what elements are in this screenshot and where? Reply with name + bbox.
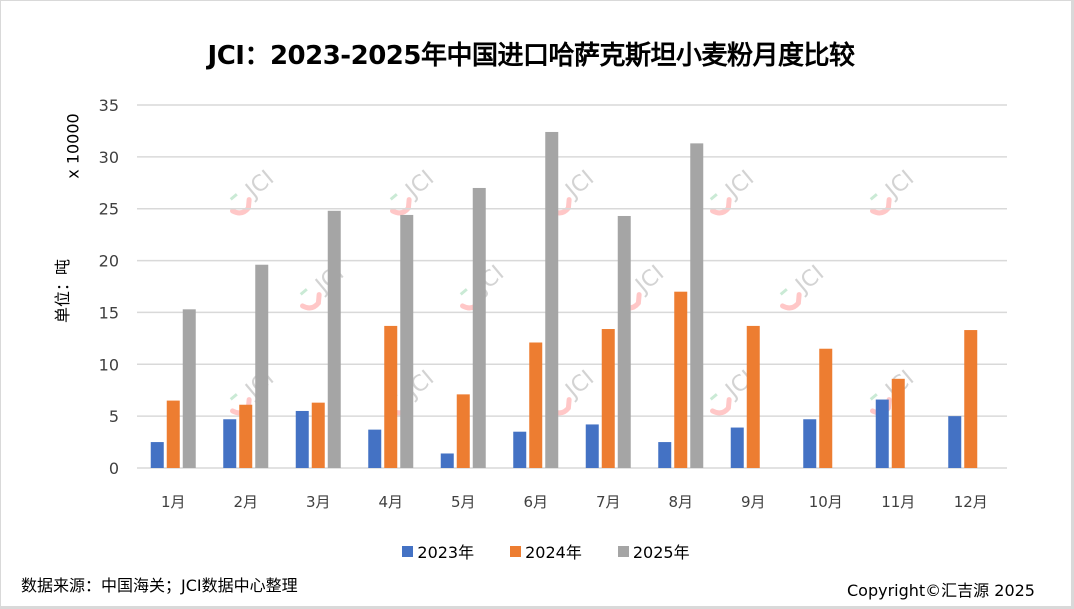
legend-item-2024[interactable]: 2024年 — [510, 539, 582, 563]
y-tick-label: 10 — [99, 355, 119, 374]
x-tick-label: 10月 — [809, 493, 843, 511]
y-axis-unit-label: 单位：吨 — [53, 258, 72, 324]
bar-2023-1[interactable] — [150, 442, 164, 468]
watermark-jci-logo: JCI — [709, 166, 759, 216]
bar-2023-10[interactable] — [803, 419, 817, 468]
bar-2023-8[interactable] — [658, 442, 672, 468]
bar-2023-11[interactable] — [875, 399, 889, 468]
y-tick-label: 15 — [99, 303, 119, 322]
bar-2025-2[interactable] — [255, 264, 269, 468]
watermark-layer: JCIJCIJCIJCIJCIJCIJCIJCIJCIJCIJCIJCIJCIJ… — [229, 166, 919, 416]
watermark-text: JCI — [790, 261, 829, 300]
bar-2025-8[interactable] — [690, 143, 704, 469]
watermark-text: JCI — [560, 366, 599, 405]
legend-item-2023[interactable]: 2023年 — [402, 539, 474, 563]
x-tick-label: 9月 — [741, 493, 766, 511]
bar-2024-1[interactable] — [166, 400, 180, 468]
y-tick-label: 20 — [99, 252, 119, 271]
watermark-text: JCI — [400, 166, 439, 205]
legend-item-2025[interactable]: 2025年 — [617, 539, 690, 563]
x-tick-label: 8月 — [668, 493, 693, 511]
x-tick-label: 5月 — [451, 493, 476, 511]
legend-label-2025: 2025年 — [632, 543, 690, 562]
bar-2023-3[interactable] — [295, 410, 309, 468]
watermark-jci-logo: JCI — [229, 166, 279, 216]
watermark-text: JCI — [560, 166, 599, 205]
legend: 2023年 2024年 2025年 — [1, 539, 1071, 563]
bars-layer — [150, 131, 978, 469]
watermark-text: JCI — [240, 166, 279, 205]
y-tick-label: 35 — [99, 96, 119, 115]
bar-2024-9[interactable] — [746, 325, 760, 468]
y-tick-label: 30 — [99, 148, 119, 167]
watermark-jci-logo: JCI — [779, 261, 829, 311]
bar-2023-5[interactable] — [440, 453, 454, 468]
x-axis-ticks: 1月 2月 3月 4月 5月 6月 7月 8月 9月 10月 11月 12月 — [161, 493, 988, 511]
bar-2025-1[interactable] — [182, 309, 196, 468]
watermark-jci-logo: JCI — [389, 166, 439, 216]
bar-2025-4[interactable] — [400, 214, 414, 468]
bar-2025-7[interactable] — [617, 215, 631, 468]
x-tick-label: 3月 — [306, 493, 331, 511]
bar-2025-5[interactable] — [472, 187, 486, 468]
legend-swatch-2025 — [617, 545, 629, 557]
bar-2023-2[interactable] — [223, 419, 237, 468]
bar-2023-9[interactable] — [730, 427, 744, 468]
chart-title: JCI：2023-2025年中国进口哈萨克斯坦小麦粉月度比较 — [207, 41, 855, 71]
y-axis-ticks: 0 5 10 15 20 25 30 35 — [99, 96, 119, 478]
x-tick-label: 7月 — [596, 493, 621, 511]
bar-2023-4[interactable] — [368, 429, 382, 468]
bar-2024-7[interactable] — [601, 329, 615, 468]
legend-label-2024: 2024年 — [525, 543, 582, 562]
watermark-text: JCI — [630, 261, 669, 300]
legend-label-2023: 2023年 — [417, 543, 475, 562]
watermark-text: JCI — [720, 166, 759, 205]
bar-2025-3[interactable] — [327, 210, 341, 468]
bar-2024-3[interactable] — [311, 402, 325, 468]
y-axis-scale-label: x 10000 — [63, 113, 83, 179]
copyright-note: Copyright©汇吉源 2025 — [847, 581, 1035, 600]
bar-2024-5[interactable] — [456, 394, 470, 468]
x-tick-label: 4月 — [378, 493, 403, 511]
bar-2024-4[interactable] — [384, 325, 398, 468]
x-tick-label: 2月 — [233, 493, 258, 511]
bar-2024-12[interactable] — [964, 330, 978, 468]
legend-swatch-2023 — [402, 545, 414, 557]
watermark-jci-logo: JCI — [869, 166, 919, 216]
y-tick-label: 5 — [109, 407, 119, 426]
x-tick-label: 6月 — [523, 493, 548, 511]
y-tick-label: 0 — [109, 459, 119, 478]
bar-2023-6[interactable] — [513, 431, 527, 468]
bar-2024-8[interactable] — [674, 291, 688, 468]
bar-2024-2[interactable] — [239, 404, 253, 468]
gridlines — [137, 104, 1007, 469]
x-tick-label: 12月 — [954, 493, 988, 511]
bar-2025-6[interactable] — [545, 131, 559, 469]
x-tick-label: 1月 — [161, 493, 186, 511]
watermark-text: JCI — [880, 166, 919, 205]
x-tick-label: 11月 — [881, 493, 915, 511]
bar-2023-12[interactable] — [948, 416, 962, 468]
chart-svg: JCIJCIJCIJCIJCIJCIJCIJCIJCIJCIJCIJCIJCIJ… — [99, 96, 1007, 511]
bar-2024-6[interactable] — [529, 342, 543, 468]
bar-2023-7[interactable] — [585, 424, 599, 468]
data-source-note: 数据来源：中国海关；JCI数据中心整理 — [21, 576, 298, 595]
bar-2024-11[interactable] — [891, 378, 905, 468]
bar-2024-10[interactable] — [819, 348, 833, 468]
watermark-jci-logo: JCI — [869, 366, 919, 416]
legend-swatch-2024 — [510, 545, 522, 557]
y-tick-label: 25 — [99, 200, 119, 219]
